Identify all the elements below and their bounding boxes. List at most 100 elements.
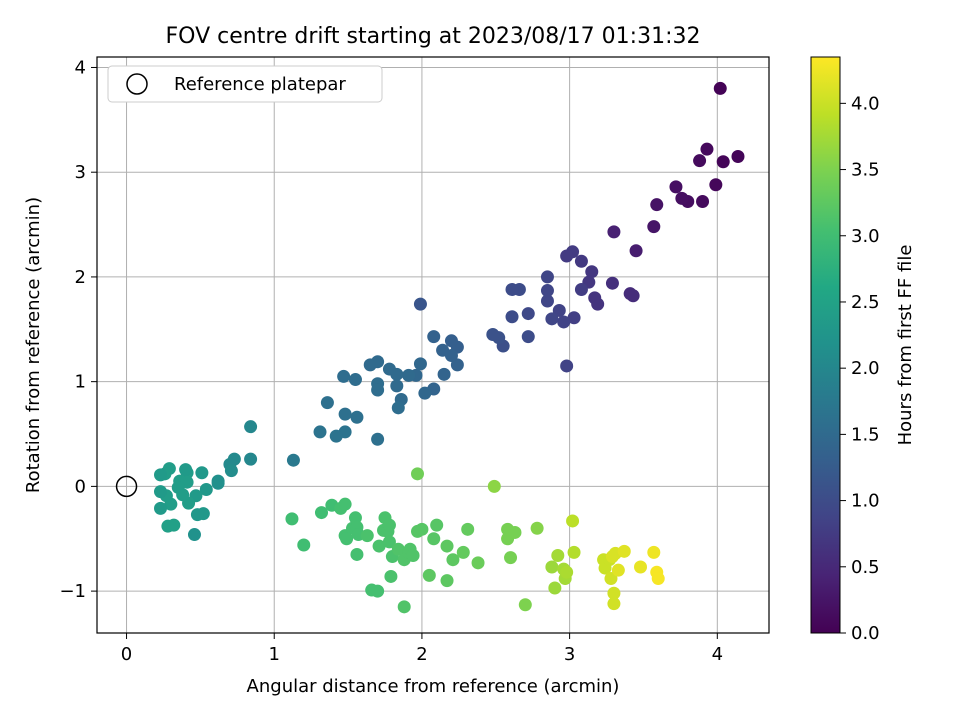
legend-label: Reference platepar <box>174 74 346 95</box>
data-point <box>313 425 327 439</box>
data-point <box>585 265 599 279</box>
data-point <box>716 155 730 169</box>
data-point <box>436 343 450 357</box>
data-point <box>430 518 444 532</box>
data-point <box>693 154 707 168</box>
data-point <box>521 330 535 344</box>
data-point <box>607 225 621 239</box>
data-point <box>338 407 352 421</box>
data-point <box>521 307 535 321</box>
x-tick-label: 3 <box>564 644 575 665</box>
data-point <box>410 467 424 481</box>
plot-area <box>96 56 770 634</box>
data-point <box>371 584 385 598</box>
data-point <box>548 581 562 595</box>
data-point <box>607 597 621 611</box>
data-point <box>540 284 554 298</box>
data-point <box>413 357 427 371</box>
points-layer <box>115 81 745 614</box>
data-point <box>297 538 311 552</box>
data-point <box>199 483 213 497</box>
colorbar: 0.0 0.5 1.0 1.5 2.0 2.5 3.0 3.5 4.0 Hours from f… <box>810 56 916 644</box>
reference-point-marker <box>115 475 138 498</box>
data-point <box>471 556 485 570</box>
data-point <box>338 497 352 511</box>
data-point <box>422 568 436 582</box>
data-point <box>623 287 637 301</box>
data-point <box>446 553 460 567</box>
y-tick-label: −1 <box>59 581 86 602</box>
data-point <box>320 396 334 410</box>
x-tick-label: 4 <box>712 644 723 665</box>
data-point <box>397 600 411 614</box>
data-point <box>402 368 416 382</box>
data-point <box>187 528 201 542</box>
data-point <box>360 529 374 543</box>
data-point <box>461 522 475 536</box>
data-point <box>647 545 661 559</box>
data-point <box>286 453 300 467</box>
data-point <box>363 358 377 372</box>
data-point <box>518 598 532 612</box>
data-point <box>154 468 168 482</box>
chart-title: FOV centre drift starting at 2023/08/17 … <box>166 24 701 49</box>
data-point <box>611 563 625 577</box>
data-point <box>634 560 648 574</box>
legend-marker <box>126 73 148 95</box>
data-point <box>731 149 745 163</box>
data-point <box>545 312 559 326</box>
colorbar-tick-label: 2.0 <box>851 358 880 379</box>
data-point <box>391 401 405 415</box>
data-point <box>350 547 364 561</box>
data-point <box>540 294 554 308</box>
colorbar-label: Hours from first FF file <box>895 245 916 446</box>
data-point <box>709 178 723 192</box>
data-point <box>340 532 354 546</box>
data-point <box>669 180 683 194</box>
colorbar-tick-label: 4.0 <box>851 93 880 114</box>
y-tick-label: 4 <box>75 57 86 78</box>
data-point <box>427 532 441 546</box>
data-point <box>154 501 168 515</box>
data-point <box>505 282 519 296</box>
grid <box>97 57 769 633</box>
data-point <box>545 560 559 574</box>
data-point <box>224 464 238 478</box>
data-point <box>540 270 554 284</box>
data-point <box>552 303 566 317</box>
data-point <box>440 539 454 553</box>
colorbar-tick-label: 0.0 <box>851 623 880 644</box>
data-point <box>427 330 441 344</box>
data-point <box>566 514 580 528</box>
x-tick-label: 1 <box>269 644 280 665</box>
data-point <box>329 429 343 443</box>
data-point <box>567 545 581 559</box>
y-axis-label: Rotation from reference (arcmin) <box>23 197 44 493</box>
data-point <box>530 521 544 535</box>
data-point <box>244 420 258 434</box>
data-point <box>487 479 501 493</box>
colorbar-gradient <box>810 56 841 634</box>
data-point <box>574 254 588 268</box>
data-point <box>647 220 661 234</box>
data-point <box>415 522 429 536</box>
data-point <box>650 198 664 212</box>
colorbar-tick-label: 1.0 <box>851 491 880 512</box>
y-tick-label: 0 <box>75 476 86 497</box>
data-point <box>651 572 665 586</box>
data-point <box>604 572 618 586</box>
data-point <box>413 297 427 311</box>
data-point <box>437 367 451 381</box>
data-point <box>450 358 464 372</box>
x-tick-label: 2 <box>416 644 427 665</box>
colorbar-tick-label: 1.5 <box>851 424 880 445</box>
data-point <box>560 249 574 263</box>
data-point <box>551 549 565 563</box>
data-point <box>675 191 689 205</box>
data-point <box>508 525 522 539</box>
y-tick-label: 3 <box>75 162 86 183</box>
data-point <box>348 373 362 387</box>
data-point <box>382 535 396 549</box>
x-tick-label: 0 <box>121 644 132 665</box>
